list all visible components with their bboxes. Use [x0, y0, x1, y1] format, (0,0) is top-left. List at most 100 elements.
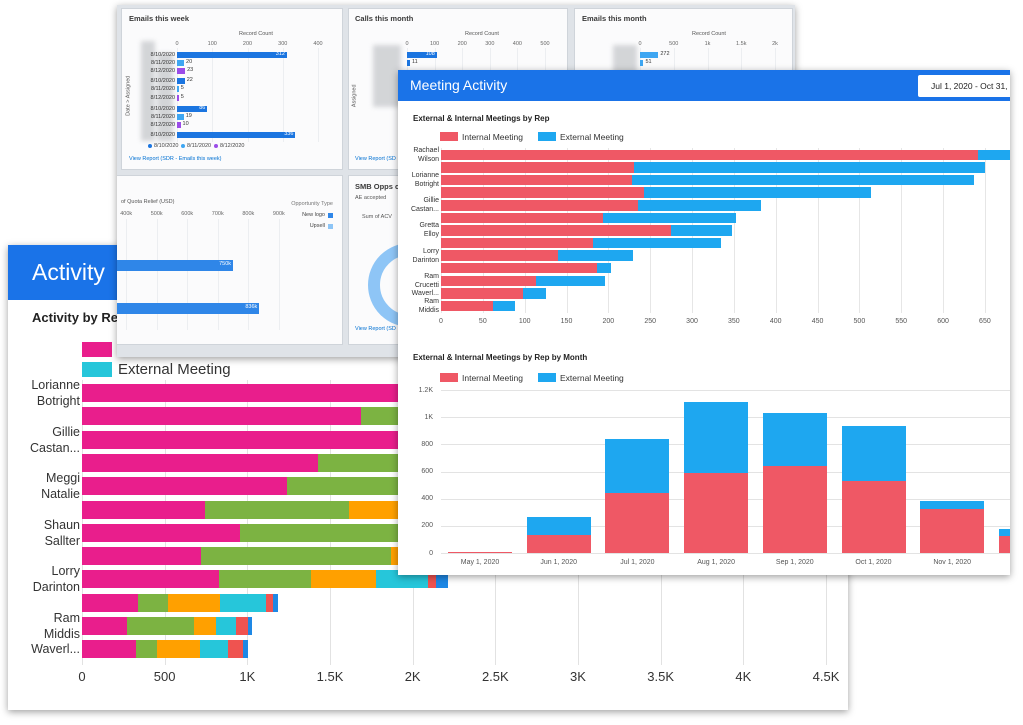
y-tick-label: 8/11/2020 — [150, 60, 175, 66]
bar — [762, 466, 827, 553]
x-tick-label: 200 — [602, 318, 615, 325]
legend-label: External Meeting — [560, 131, 624, 142]
bar — [311, 570, 377, 589]
grid-line — [901, 148, 903, 313]
legend-label: External Meeting — [118, 361, 231, 378]
bar — [82, 640, 137, 659]
bar — [593, 237, 722, 249]
bar — [441, 174, 632, 186]
x-tick-label: 700k — [211, 211, 224, 217]
bar — [526, 535, 591, 553]
bar — [640, 52, 659, 58]
grid-line — [248, 219, 250, 330]
panel-title: Activity — [32, 259, 105, 285]
grid-line — [943, 148, 945, 313]
y-tick-label: 8/12/2020 — [150, 68, 175, 74]
bar — [227, 640, 244, 659]
measure-label: Sum of ACV — [362, 214, 392, 220]
grid-line — [82, 380, 83, 665]
x-tick-label: 550 — [895, 318, 908, 325]
x-tick-label: 0 — [78, 669, 86, 684]
x-tick-label: 350 — [728, 318, 740, 325]
y-tick-label: 8/10/2020 — [150, 78, 175, 84]
x-tick-label: 4K — [735, 669, 752, 684]
y-tick-label: 8/10/2020 — [150, 132, 175, 138]
legend-swatch — [538, 373, 556, 382]
card-title: Emails this month — [582, 14, 647, 23]
x-tick-label: 150 — [560, 318, 573, 325]
x-tick-label: 600 — [937, 318, 949, 325]
y-tick-label: 1K — [424, 413, 433, 421]
date-range-control — [918, 75, 1010, 97]
grid-line — [247, 48, 249, 142]
card-subtitle: of Quota Relief (USD) — [121, 199, 175, 205]
legend-label: New logo — [302, 212, 325, 218]
bar — [205, 500, 349, 519]
bar — [247, 617, 252, 635]
x-tick-label: 500 — [540, 41, 550, 47]
bar — [201, 547, 392, 566]
chart-title: External & Internal Meetings by Rep — [413, 114, 550, 123]
legend-label: 8/10/2020 — [154, 142, 179, 149]
grid-line — [247, 380, 249, 665]
grid-line — [212, 48, 214, 142]
card-title: Calls this month — [355, 14, 414, 23]
bar — [684, 473, 749, 553]
legend-swatch — [440, 373, 458, 382]
legend-swatch — [328, 212, 333, 218]
legend-swatch — [440, 132, 458, 141]
data-label: 336 — [284, 131, 294, 138]
legend-swatch — [538, 132, 556, 141]
y-tick-label: 8/10/2020 — [150, 52, 175, 58]
y-tick-label: Shaun Sallter — [43, 517, 80, 548]
grid-line — [282, 48, 284, 142]
bar — [841, 481, 906, 553]
x-tick-label: 400 — [769, 318, 782, 325]
x-tick-label: 650 — [979, 318, 991, 325]
bar — [535, 275, 605, 287]
bar — [441, 149, 979, 161]
y-tick-label: Ram Middis — [418, 297, 439, 314]
bar — [243, 640, 248, 659]
bar — [240, 523, 431, 542]
legend-label: 8/11/2020 — [187, 142, 212, 149]
legend-label: Internal Meeting — [462, 372, 523, 383]
x-tick-label: 200 — [242, 41, 253, 47]
x-tick-label: May 1, 2020 — [460, 559, 500, 566]
bar — [671, 225, 733, 236]
data-label: 108 — [425, 51, 435, 58]
bar — [526, 517, 591, 536]
y-tick-label: Waverl... — [411, 289, 439, 297]
card-filter: AE accepted — [355, 195, 387, 201]
bar — [407, 60, 411, 66]
bar — [998, 536, 1010, 553]
x-tick-label: 500 — [153, 669, 176, 684]
bar — [841, 426, 906, 482]
grid-line — [984, 148, 986, 313]
axis-label: Record Count — [692, 31, 726, 37]
bar — [920, 501, 985, 509]
x-tick-label: 0 — [439, 318, 443, 325]
x-tick-label: 800k — [242, 211, 255, 217]
y-tick-label: Lorry Darinton — [412, 247, 439, 264]
x-tick-label: Jul 1, 2020 — [620, 559, 655, 566]
data-label: 5 — [180, 94, 184, 101]
legend-label: Upsell — [309, 223, 325, 229]
bar — [193, 617, 216, 635]
x-tick-label: 100 — [430, 41, 440, 47]
grid-line — [775, 148, 777, 313]
data-label: 22 — [186, 77, 193, 84]
meeting-activity-panel: Meeting Activity Jul 1, 2020 - Oct 31, 20… — [398, 70, 1010, 575]
grid-line — [318, 48, 319, 142]
bar — [82, 593, 139, 612]
x-tick-label: 1.5K — [316, 669, 344, 684]
bar — [177, 122, 181, 128]
bar — [272, 593, 278, 612]
blurred-names — [157, 53, 173, 141]
x-tick-label: 100 — [207, 41, 217, 47]
legend-label: Internal Meeting — [462, 131, 523, 142]
bar — [603, 212, 736, 224]
bar — [597, 262, 611, 274]
blurred-names — [141, 41, 155, 141]
bar — [177, 78, 185, 84]
